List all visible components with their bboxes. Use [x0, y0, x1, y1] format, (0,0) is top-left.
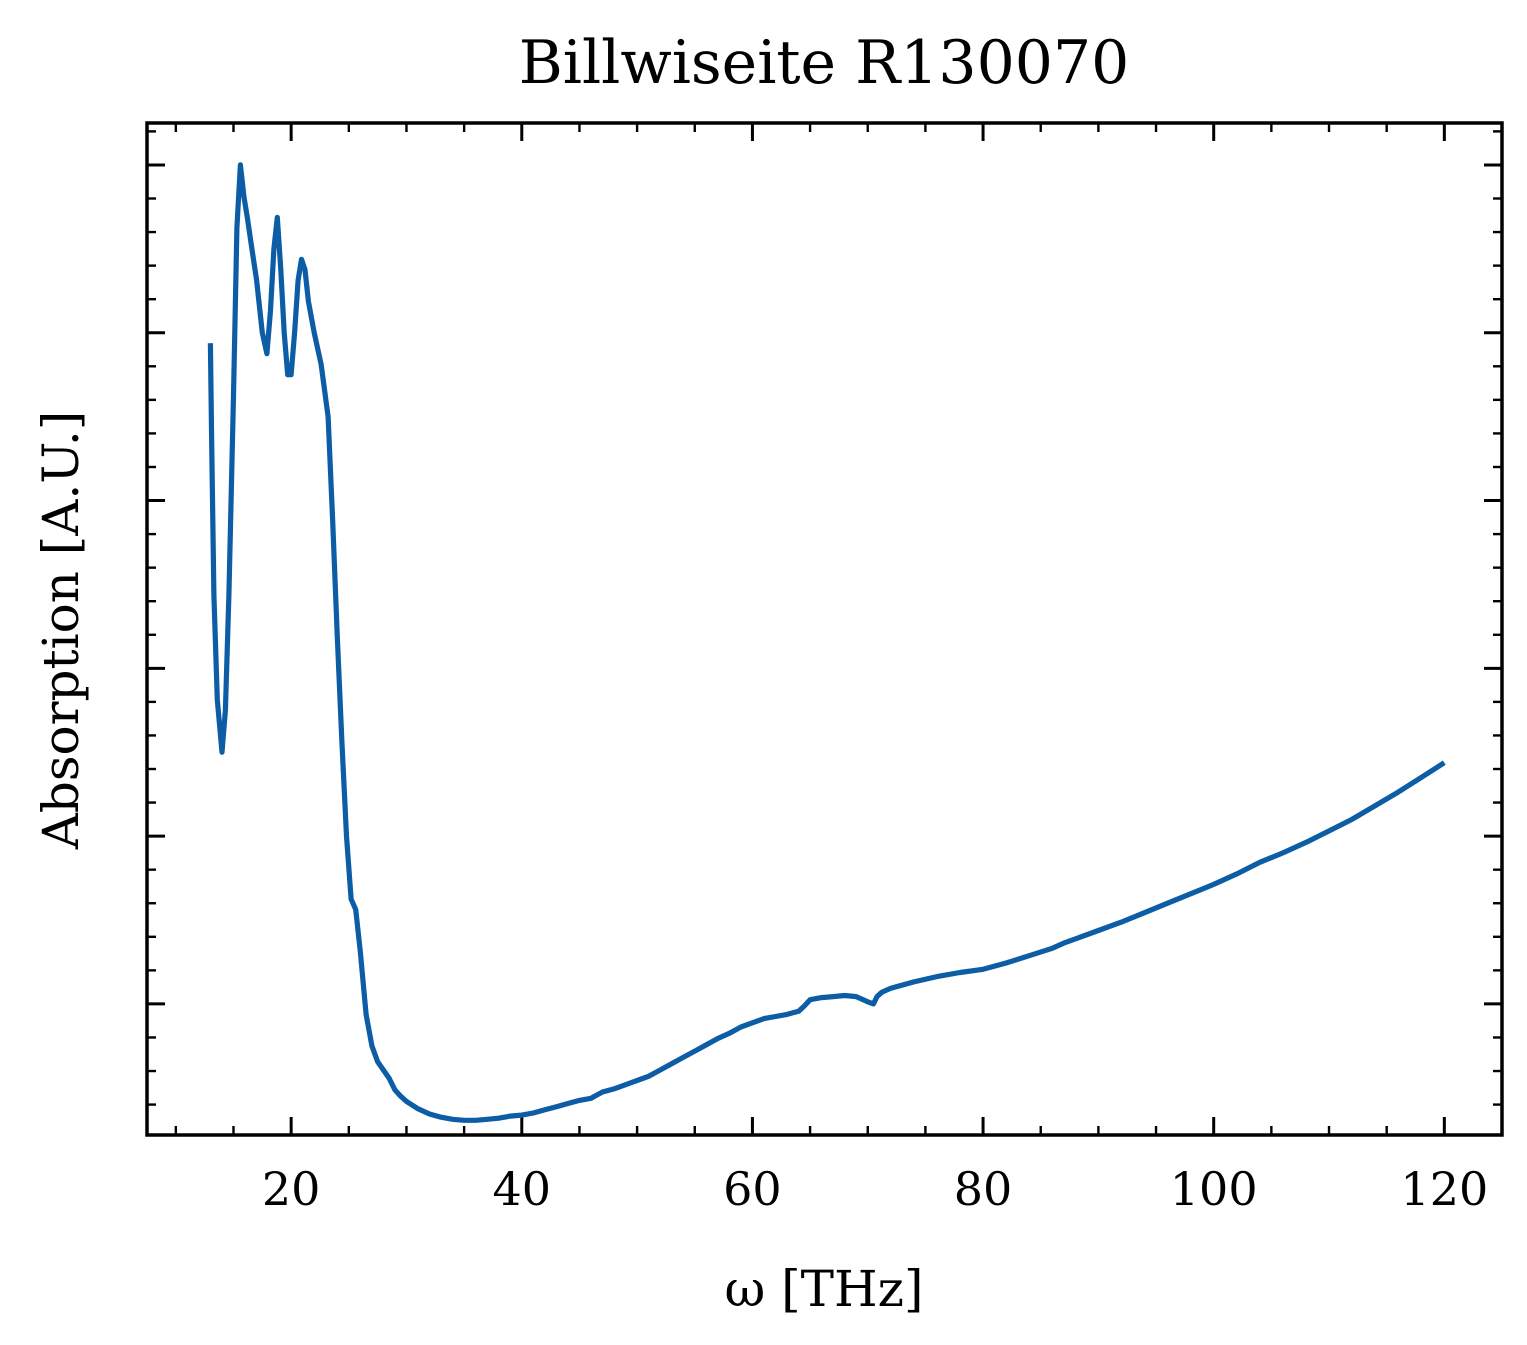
x-tick-label: 40	[493, 1162, 552, 1216]
x-tick-label: 60	[723, 1162, 782, 1216]
x-tick-label: 20	[262, 1162, 321, 1216]
x-tick-labels: 20 40 60 80 100 120	[262, 1162, 1488, 1216]
ticks-layer	[147, 123, 1502, 1135]
x-tick-label: 120	[1400, 1162, 1488, 1216]
absorption-series-line	[207, 162, 1446, 1123]
axes-frame	[145, 121, 1504, 1137]
x-tick-label: 80	[954, 1162, 1013, 1216]
x-axis-label: ω [THz]	[725, 1260, 924, 1318]
chart-title: Billwiseite R130070	[519, 28, 1130, 98]
y-axis-label: Absorption [A.U.]	[32, 411, 90, 851]
x-tick-label: 100	[1170, 1162, 1258, 1216]
